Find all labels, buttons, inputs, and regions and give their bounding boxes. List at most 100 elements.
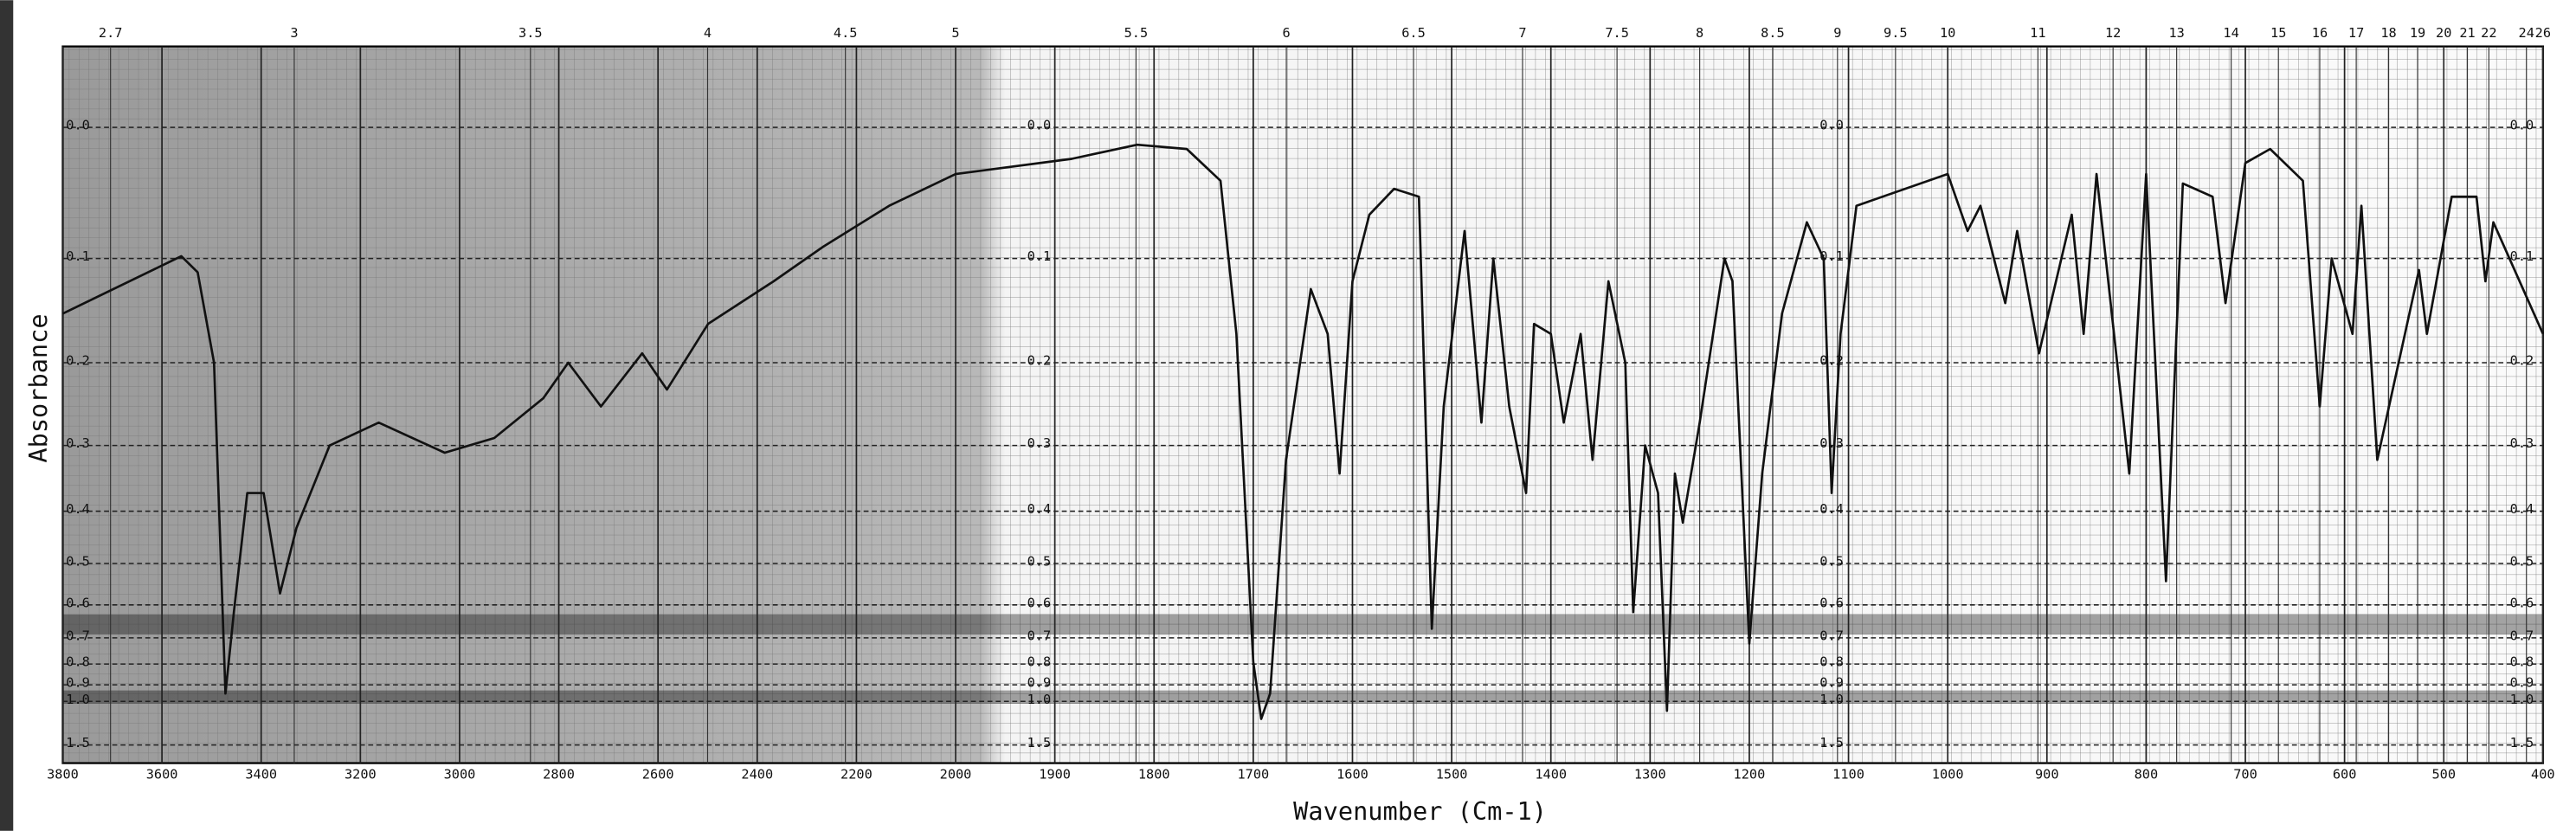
y-tick-label: 0.4 — [1819, 501, 1844, 517]
x-tick-label: 800 — [2135, 766, 2159, 782]
y-tick-label: 0.6 — [2510, 595, 2534, 610]
y-tick-label: 1.5 — [66, 735, 90, 750]
y-tick-label: 0.6 — [66, 595, 90, 610]
y-tick-label: 0.4 — [2510, 501, 2534, 517]
y-tick-label: 0.9 — [2510, 675, 2534, 691]
x-tick-label: 600 — [2333, 766, 2357, 782]
x-tick-label: 3600 — [146, 766, 178, 782]
y-tick-label: 0.0 — [2510, 118, 2534, 133]
x-tick-label: 1100 — [1832, 766, 1864, 782]
y-tick-label: 0.8 — [1027, 654, 1052, 670]
y-tick-label: 0.5 — [2510, 553, 2534, 569]
x2-tick-label: 9.5 — [1884, 25, 1908, 41]
x-tick-label: 900 — [2035, 766, 2059, 782]
x-tick-label: 3000 — [444, 766, 476, 782]
x2-tick-label: 15 — [2270, 25, 2286, 41]
x2-tick-label: 3.5 — [518, 25, 543, 41]
y-tick-label: 1.0 — [2510, 692, 2534, 707]
x-tick-label: 2600 — [642, 766, 674, 782]
x2-tick-label: 6.5 — [1401, 25, 1426, 41]
x2-tick-label: 19 — [2410, 25, 2425, 41]
y-tick-label: 0.2 — [1027, 353, 1052, 369]
y-tick-label: 1.5 — [2510, 735, 2534, 750]
dark-band — [62, 690, 2543, 704]
x-tick-label: 1700 — [1237, 766, 1269, 782]
y-tick-label: 0.4 — [1027, 501, 1052, 517]
x-tick-label: 1000 — [1932, 766, 1964, 782]
x-tick-label: 1200 — [1734, 766, 1766, 782]
y-tick-label: 0.9 — [1027, 675, 1052, 691]
y-tick-label: 0.7 — [66, 628, 90, 643]
x-tick-label: 700 — [2233, 766, 2257, 782]
y-tick-label: 0.7 — [1027, 628, 1052, 643]
x2-tick-label: 12 — [2105, 25, 2121, 41]
y-tick-label: 0.3 — [1027, 435, 1052, 451]
y-tick-label: 1.5 — [1819, 735, 1844, 750]
y-tick-label: 0.2 — [2510, 353, 2534, 369]
x-tick-label: 1500 — [1436, 766, 1468, 782]
y-tick-label: 0.7 — [2510, 628, 2534, 643]
x2-tick-label: 7.5 — [1605, 25, 1629, 41]
y-tick-label: 0.8 — [1819, 654, 1844, 670]
x2-tick-label: 21 — [2459, 25, 2475, 41]
y-tick-label: 0.0 — [1819, 118, 1844, 133]
x2-tick-label: 4.5 — [834, 25, 858, 41]
y-tick-label: 0.1 — [1027, 248, 1052, 264]
x-tick-label: 1400 — [1535, 766, 1567, 782]
x-tick-label: 1800 — [1138, 766, 1170, 782]
scan-edge — [0, 0, 14, 831]
x2-tick-label: 5.5 — [1124, 25, 1149, 41]
y-tick-label: 0.6 — [1027, 595, 1052, 610]
y-tick-label: 0.5 — [1819, 553, 1844, 569]
x-tick-label: 1900 — [1039, 766, 1071, 782]
x2-tick-label: 7 — [1518, 25, 1526, 41]
y-tick-label: 0.2 — [1819, 353, 1844, 369]
x2-tick-label: 18 — [2380, 25, 2396, 41]
y-tick-label: 0.3 — [1819, 435, 1844, 451]
y-tick-label: 1.0 — [66, 692, 90, 707]
x2-tick-label: 16 — [2312, 25, 2328, 41]
x-tick-label: 400 — [2531, 766, 2555, 782]
y-tick-label: 0.4 — [66, 501, 90, 517]
x2-tick-label: 24 — [2519, 25, 2534, 41]
x2-tick-label: 20 — [2436, 25, 2451, 41]
x-tick-label: 2400 — [741, 766, 773, 782]
y-tick-label: 1.5 — [1027, 735, 1052, 750]
y-tick-label: 0.1 — [1819, 248, 1844, 264]
y-axis-title: Absorbance — [23, 313, 53, 462]
x-tick-label: 2200 — [840, 766, 873, 782]
x-tick-label: 1600 — [1336, 766, 1368, 782]
x2-tick-label: 22 — [2481, 25, 2496, 41]
x2-tick-label: 26 — [2535, 25, 2551, 41]
x2-tick-label: 13 — [2168, 25, 2184, 41]
y-tick-label: 0.9 — [1819, 675, 1844, 691]
x2-tick-label: 5 — [951, 25, 959, 41]
y-tick-label: 0.0 — [66, 118, 90, 133]
x2-tick-label: 8.5 — [1761, 25, 1785, 41]
x2-tick-label: 14 — [2223, 25, 2238, 41]
fine-grid — [62, 46, 2543, 763]
x-tick-label: 2000 — [940, 766, 972, 782]
y-tick-label: 0.9 — [66, 675, 90, 691]
spectrum-line — [61, 143, 2545, 720]
y-tick-label: 0.3 — [2510, 435, 2534, 451]
y-tick-label: 0.2 — [66, 353, 90, 369]
x-tick-label: 3800 — [47, 766, 79, 782]
y-tick-label: 0.0 — [1027, 118, 1052, 133]
y-tick-label: 1.0 — [1027, 692, 1052, 707]
x-tick-label: 500 — [2431, 766, 2456, 782]
x2-tick-label: 9 — [1833, 25, 1841, 41]
y-tick-label: 0.8 — [66, 654, 90, 670]
x2-tick-label: 11 — [2030, 25, 2045, 41]
y-tick-label: 0.6 — [1819, 595, 1844, 610]
dark-band — [62, 614, 2543, 635]
x-tick-label: 3200 — [345, 766, 377, 782]
x2-tick-label: 3 — [290, 25, 298, 41]
x2-tick-label: 8 — [1696, 25, 1703, 41]
y-tick-label: 0.5 — [1027, 553, 1052, 569]
y-tick-label: 0.7 — [1819, 628, 1844, 643]
x-axis-title: Wavenumber (Cm-1) — [1293, 796, 1547, 826]
x2-tick-label: 6 — [1282, 25, 1290, 41]
